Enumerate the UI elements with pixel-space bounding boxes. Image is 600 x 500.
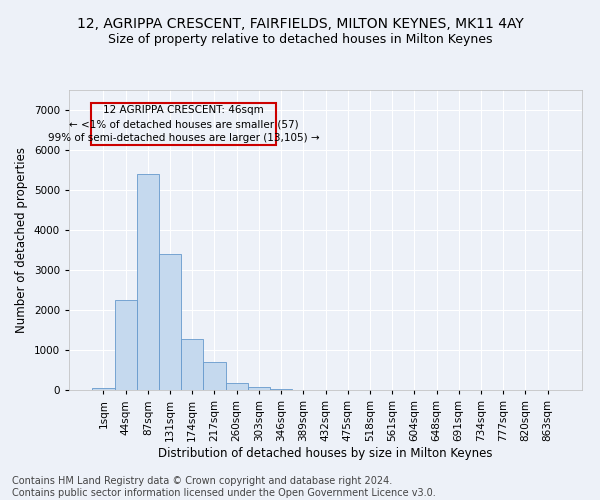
Bar xyxy=(92,388,115,390)
Bar xyxy=(248,387,270,390)
X-axis label: Distribution of detached houses by size in Milton Keynes: Distribution of detached houses by size … xyxy=(158,446,493,460)
Bar xyxy=(159,254,181,390)
Text: Size of property relative to detached houses in Milton Keynes: Size of property relative to detached ho… xyxy=(108,32,492,46)
Bar xyxy=(115,300,137,390)
Bar xyxy=(91,103,275,145)
Text: 12, AGRIPPA CRESCENT, FAIRFIELDS, MILTON KEYNES, MK11 4AY: 12, AGRIPPA CRESCENT, FAIRFIELDS, MILTON… xyxy=(77,18,523,32)
Text: Contains HM Land Registry data © Crown copyright and database right 2024.
Contai: Contains HM Land Registry data © Crown c… xyxy=(12,476,436,498)
Text: 12 AGRIPPA CRESCENT: 46sqm
← <1% of detached houses are smaller (57)
99% of semi: 12 AGRIPPA CRESCENT: 46sqm ← <1% of deta… xyxy=(47,105,319,143)
Bar xyxy=(226,383,248,390)
Bar xyxy=(181,339,203,390)
Bar xyxy=(203,362,226,390)
Y-axis label: Number of detached properties: Number of detached properties xyxy=(15,147,28,333)
Bar xyxy=(137,174,159,390)
Bar xyxy=(270,389,292,390)
